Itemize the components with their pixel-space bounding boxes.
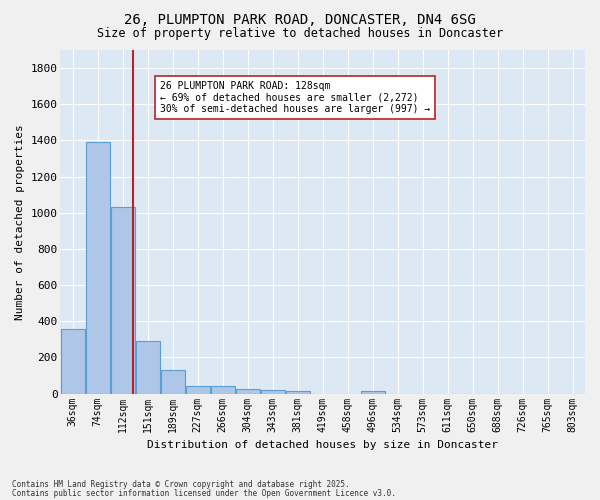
Bar: [61, 328, 85, 394]
Bar: [361, 391, 385, 394]
Bar: [111, 208, 134, 394]
Bar: [186, 386, 209, 394]
Text: 26 PLUMPTON PARK ROAD: 128sqm
← 69% of detached houses are smaller (2,272)
30% o: 26 PLUMPTON PARK ROAD: 128sqm ← 69% of d…: [160, 81, 430, 114]
Bar: [286, 391, 310, 394]
Bar: [161, 370, 185, 394]
Bar: [236, 389, 260, 394]
Bar: [211, 386, 235, 394]
X-axis label: Distribution of detached houses by size in Doncaster: Distribution of detached houses by size …: [147, 440, 498, 450]
Bar: [136, 341, 160, 394]
Text: Size of property relative to detached houses in Doncaster: Size of property relative to detached ho…: [97, 28, 503, 40]
Text: Contains public sector information licensed under the Open Government Licence v3: Contains public sector information licen…: [12, 489, 396, 498]
Y-axis label: Number of detached properties: Number of detached properties: [15, 124, 25, 320]
Text: Contains HM Land Registry data © Crown copyright and database right 2025.: Contains HM Land Registry data © Crown c…: [12, 480, 350, 489]
Bar: [261, 390, 284, 394]
Bar: [86, 142, 110, 394]
Text: 26, PLUMPTON PARK ROAD, DONCASTER, DN4 6SG: 26, PLUMPTON PARK ROAD, DONCASTER, DN4 6…: [124, 12, 476, 26]
